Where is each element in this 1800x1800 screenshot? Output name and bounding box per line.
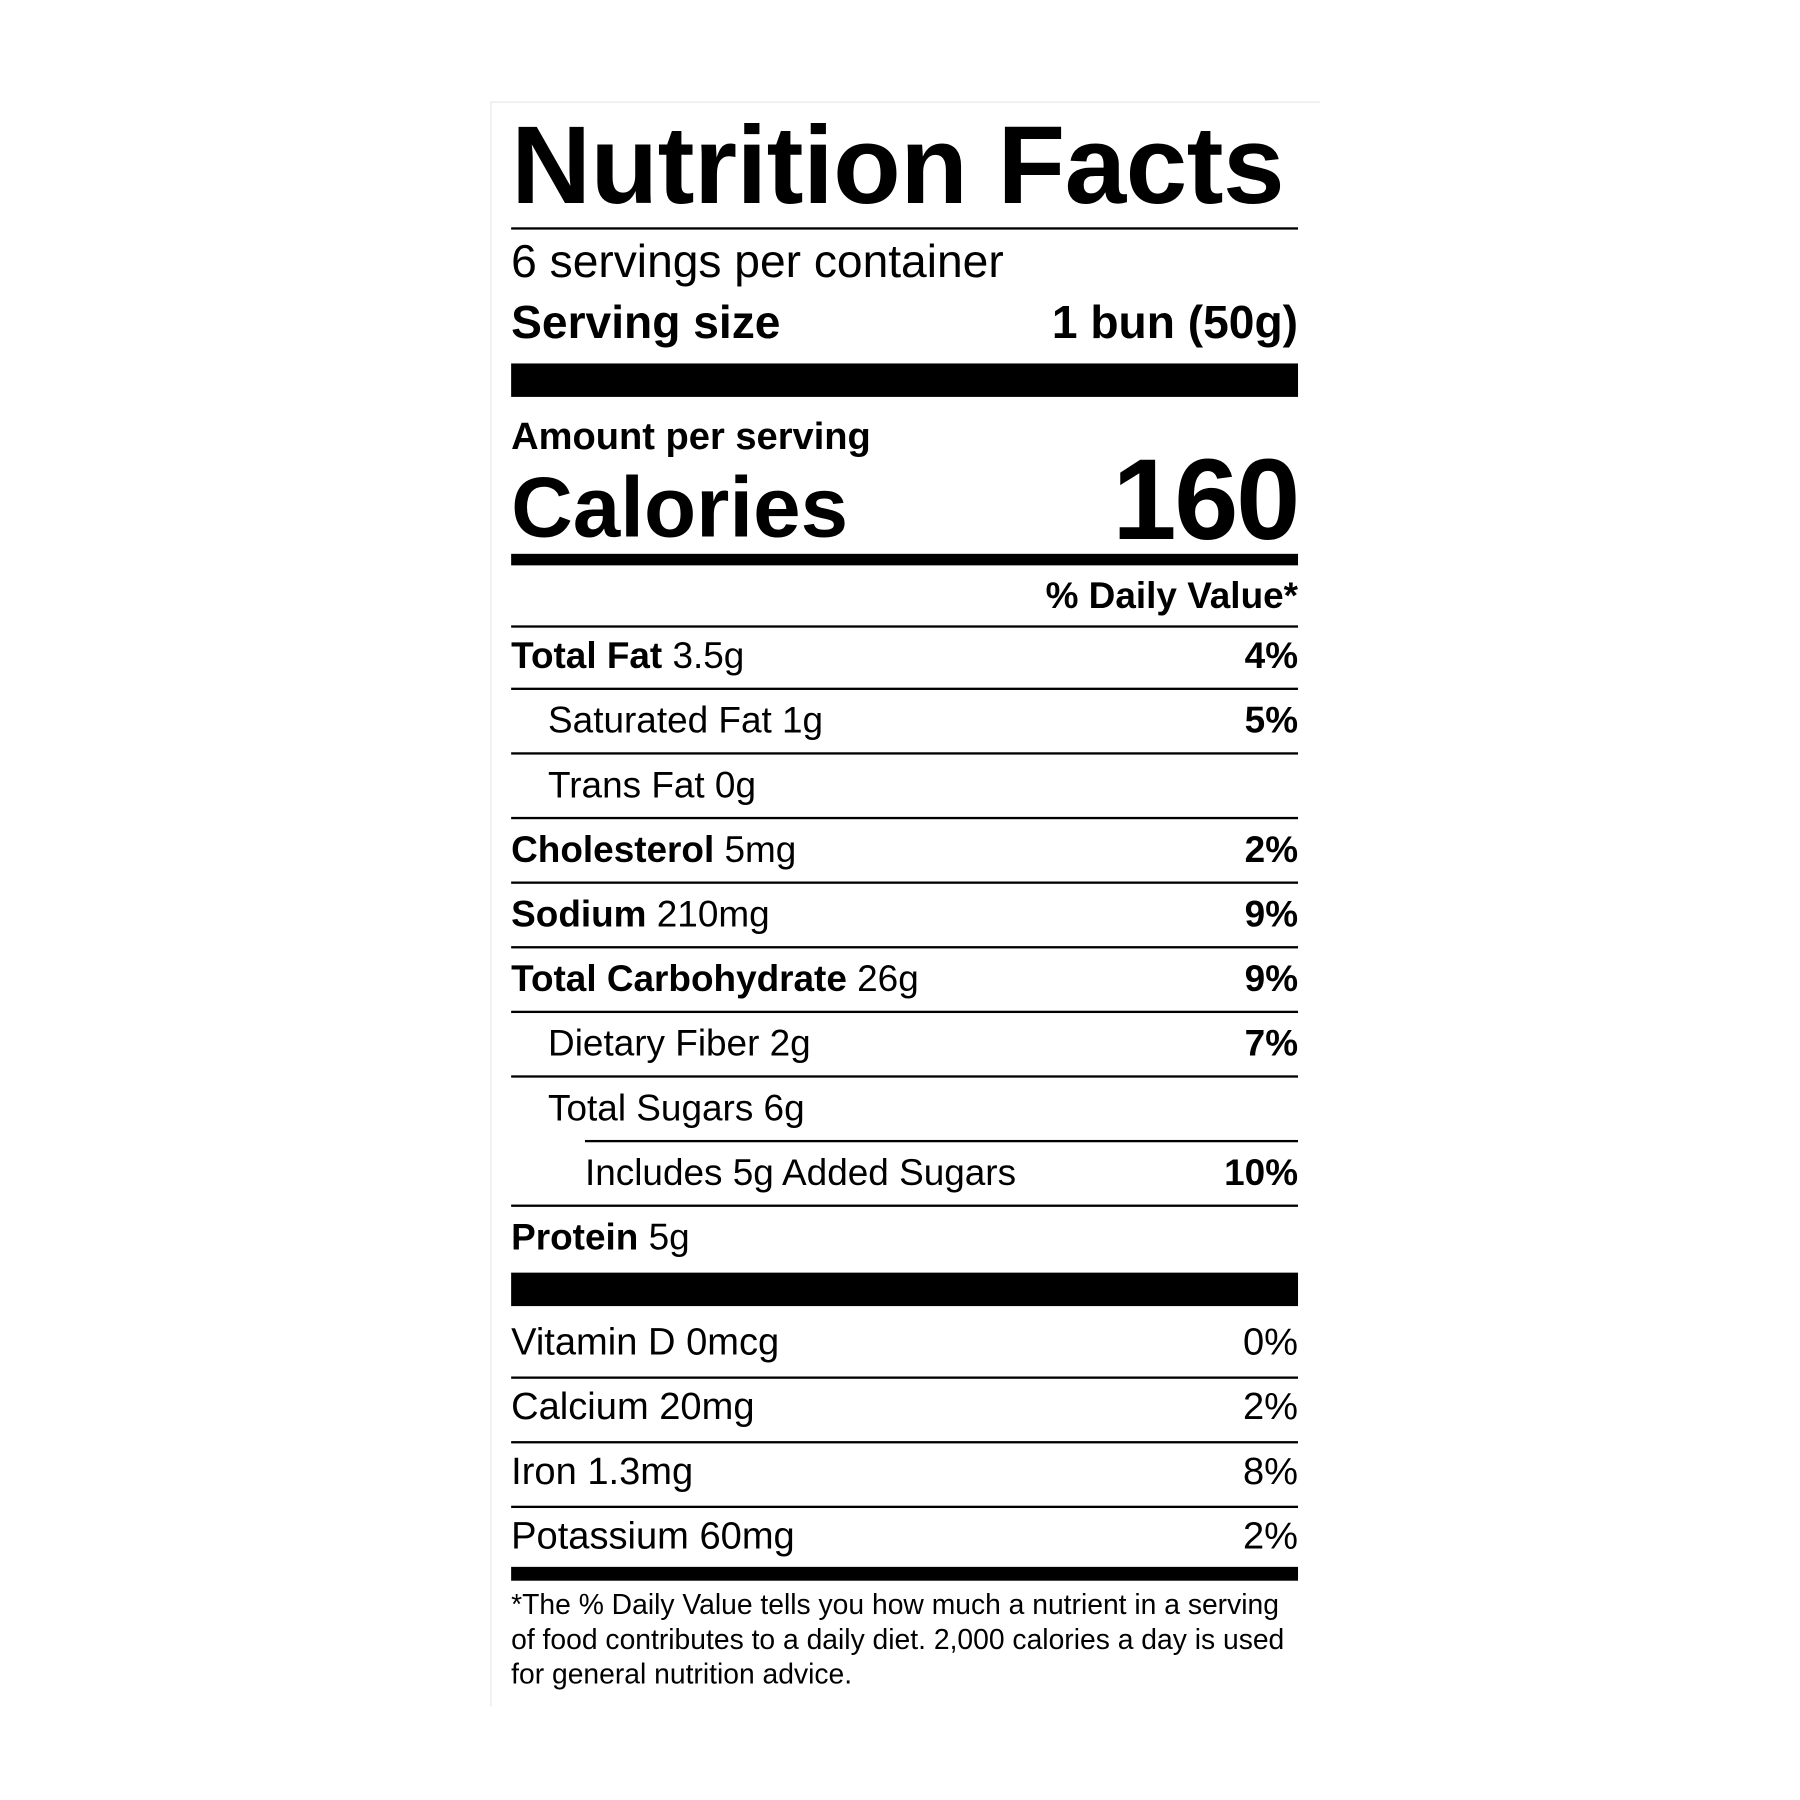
nutrient-amount: 26g	[857, 957, 919, 1000]
nutrient-daily-value: 9%	[1244, 893, 1299, 935]
vitamin-daily-value: 2%	[1242, 1513, 1299, 1557]
nutrient-name: Total Fat	[511, 634, 663, 677]
vitamin-daily-value: 8%	[1242, 1449, 1299, 1492]
nutrient-name: Cholesterol	[511, 828, 715, 870]
divider	[511, 752, 1299, 755]
daily-value-header-text: % Daily Value*	[1045, 574, 1299, 617]
nutrient-daily-value: 9%	[1244, 957, 1299, 1000]
vitamin-row: Iron 1.3mg 8%	[511, 1448, 1298, 1494]
nutrient-row: Trans Fat 0g	[511, 762, 1298, 808]
vitamin-label: Vitamin D 0mcg	[511, 1319, 779, 1365]
nutrient-label: Protein 5g	[511, 1214, 690, 1260]
nutrient-name: Total Sugars	[548, 1086, 754, 1129]
vitamin-daily-value: 0%	[1242, 1319, 1299, 1363]
daily-value-header: % Daily Value*	[511, 572, 1298, 618]
vitamin-label: Potassium 60mg	[511, 1513, 795, 1559]
vitamin-row: Vitamin D 0mcg 0%	[511, 1319, 1298, 1365]
nutrient-row: Total Fat 3.5g 4%	[511, 632, 1298, 678]
nutrient-daily-value: 5%	[1244, 699, 1299, 741]
divider	[511, 687, 1299, 690]
nutrition-facts-panel	[490, 101, 1320, 1707]
servings-per-container: 6 servings per container	[511, 236, 1004, 288]
divider	[511, 1075, 1299, 1078]
vitamin-name: Iron	[511, 1449, 577, 1492]
nutrient-amount: 5g	[648, 1216, 690, 1258]
nutrient-label: Saturated Fat 1g	[548, 697, 823, 743]
footnote: *The % Daily Value tells you how much a …	[511, 1589, 1285, 1691]
vitamin-name: Potassium	[511, 1513, 689, 1557]
serving-size-value: 1 bun (50g)	[1051, 297, 1299, 349]
nutrient-row: Sodium 210mg 9%	[511, 891, 1298, 937]
divider	[511, 227, 1299, 230]
nutrient-row: Dietary Fiber 2g 7%	[511, 1020, 1298, 1066]
calories-value: 160	[1112, 434, 1300, 565]
nutrient-row: Total Carbohydrate 26g 9%	[511, 955, 1298, 1001]
divider	[511, 625, 1299, 628]
vitamin-label: Iron 1.3mg	[511, 1448, 693, 1494]
divider	[511, 1376, 1299, 1379]
nutrient-row: Protein 5g	[511, 1214, 1298, 1260]
nutrient-row: Total Sugars 6g	[511, 1085, 1298, 1131]
nutrient-amount: 5mg	[724, 828, 797, 870]
nutrient-row: Cholesterol 5mg 2%	[511, 826, 1298, 872]
nutrient-amount: 1g	[782, 699, 824, 741]
vitamin-row: Potassium 60mg 2%	[511, 1513, 1298, 1559]
medium-divider	[511, 1566, 1299, 1581]
nutrient-amount: 0g	[714, 763, 756, 806]
nutrient-name: Sodium	[511, 893, 647, 935]
nutrient-row: Saturated Fat 1g 5%	[511, 697, 1298, 743]
vitamin-amount: 20mg	[659, 1384, 755, 1428]
nutrient-daily-value: 7%	[1244, 1022, 1299, 1064]
serving-size-row: Serving size 1 bun (50g)	[511, 298, 1298, 349]
medium-divider	[511, 553, 1299, 566]
divider	[511, 816, 1299, 820]
nutrient-daily-value: 4%	[1244, 634, 1299, 677]
nutrient-label: Sodium 210mg	[511, 891, 770, 937]
nutrient-name: Includes 5g Added Sugars	[584, 1151, 1017, 1194]
divider	[511, 1505, 1299, 1509]
nutrient-name: Protein	[511, 1216, 639, 1258]
divider	[511, 946, 1299, 949]
nutrient-amount: 6g	[763, 1086, 805, 1129]
serving-size-label: Serving size	[511, 297, 781, 349]
vitamin-amount: 1.3mg	[587, 1449, 694, 1492]
nutrient-name: Dietary Fiber	[548, 1022, 760, 1064]
vitamin-amount: 0mcg	[686, 1319, 780, 1363]
vitamin-label: Calcium 20mg	[511, 1383, 754, 1429]
nutrient-label: Total Fat 3.5g	[511, 632, 744, 678]
nutrient-name: Saturated Fat	[548, 699, 772, 741]
vitamin-daily-value: 2%	[1242, 1384, 1299, 1428]
thick-divider	[511, 1272, 1299, 1307]
nutrient-label: Dietary Fiber 2g	[548, 1020, 811, 1066]
label-title: Nutrition Facts	[511, 103, 1284, 228]
nutrient-name: Trans Fat	[548, 763, 705, 806]
nutrient-amount: 210mg	[656, 893, 770, 935]
vitamin-name: Vitamin D	[511, 1319, 676, 1363]
nutrient-daily-value: 10%	[1224, 1151, 1299, 1194]
nutrient-amount: 2g	[769, 1022, 811, 1064]
divider	[511, 1204, 1299, 1207]
nutrient-label: Total Sugars 6g	[548, 1085, 805, 1131]
nutrient-daily-value: 2%	[1244, 828, 1299, 870]
nutrient-row: Includes 5g Added Sugars 10%	[511, 1149, 1298, 1195]
nutrient-label: Includes 5g Added Sugars	[585, 1149, 1016, 1195]
nutrient-label: Cholesterol 5mg	[511, 826, 796, 872]
calories-row: Calories 160	[511, 442, 1300, 557]
divider	[511, 881, 1299, 884]
divider	[511, 1441, 1299, 1444]
calories-label: Calories	[511, 459, 849, 555]
divider	[584, 1139, 1299, 1143]
nutrient-label: Total Carbohydrate 26g	[511, 955, 919, 1001]
nutrient-amount: 3.5g	[672, 634, 745, 677]
vitamin-name: Calcium	[511, 1384, 649, 1428]
vitamin-amount: 60mg	[699, 1513, 795, 1557]
nutrient-label: Trans Fat 0g	[548, 762, 756, 808]
nutrient-name: Total Carbohydrate	[511, 957, 847, 1000]
divider	[511, 1010, 1299, 1014]
vitamin-row: Calcium 20mg 2%	[511, 1383, 1298, 1429]
amount-per-serving: Amount per serving	[511, 414, 871, 457]
thick-divider	[511, 363, 1299, 397]
